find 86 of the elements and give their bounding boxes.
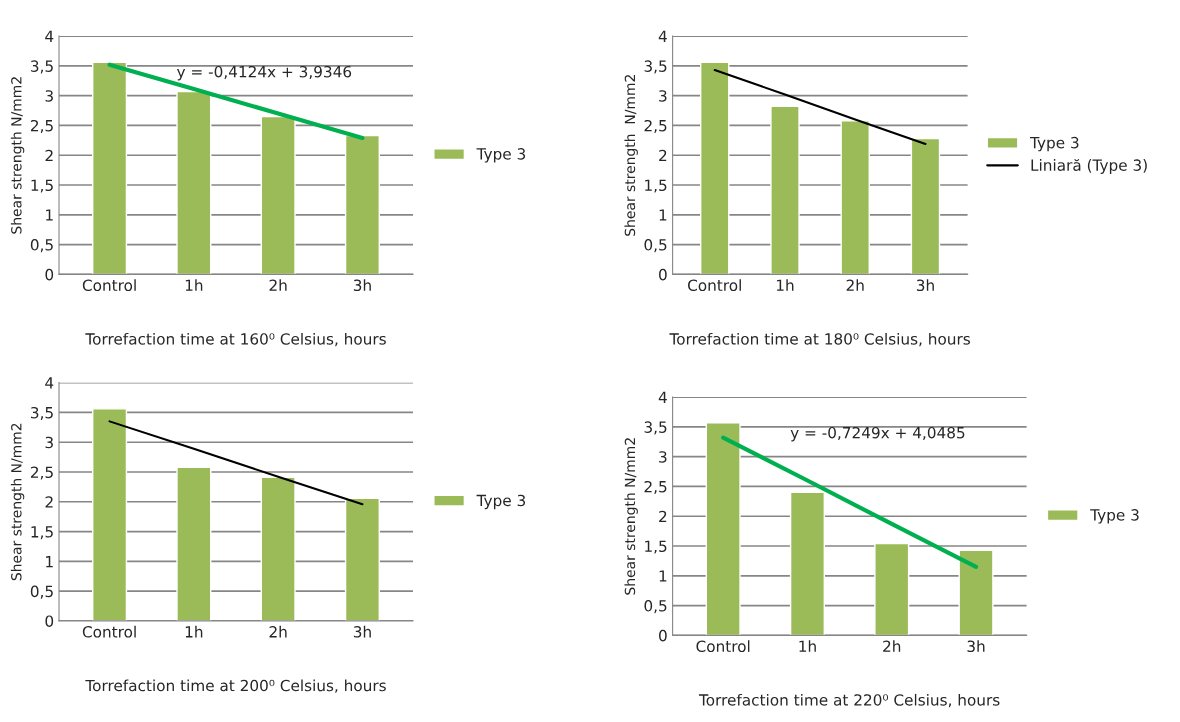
line-series: [713, 69, 927, 145]
y-tick-label: 2,5: [644, 480, 667, 495]
line-series: [108, 420, 364, 506]
y-axis-title: Shear strength N/mm2: [624, 75, 638, 236]
bar: [260, 115, 296, 275]
y-tick-label: 3,5: [644, 60, 667, 74]
y-tick-label: 2: [659, 149, 667, 162]
y-tick-label: 0: [659, 629, 667, 642]
y-axis-title: Shear strength N/mm2: [10, 423, 25, 581]
bar: [344, 497, 380, 621]
y-tick-label: 0,5: [30, 585, 53, 599]
x-tick-label: 3h: [916, 279, 934, 292]
y-tick-label: 4: [45, 30, 54, 42]
x-tick-label: 2h: [269, 625, 287, 638]
bar: [260, 476, 296, 621]
y-tick-label: 2,5: [30, 466, 53, 480]
bar: [176, 466, 212, 621]
y-tick-label: 0,5: [644, 239, 667, 253]
x-tick-label: 1h: [799, 640, 816, 652]
y-tick-label: 1,5: [645, 540, 667, 554]
y-tick-label: 3: [659, 451, 667, 463]
y-tick-label: 1,5: [645, 179, 667, 193]
bar: [789, 491, 826, 636]
bar: [874, 542, 910, 636]
bar: [92, 61, 128, 275]
y-tick-label: 2,5: [644, 119, 667, 134]
y-tick-label: 2: [45, 149, 53, 162]
legend-label: Type 3: [476, 148, 526, 163]
y-tick-label: 0,5: [644, 600, 667, 614]
y-tick-label: 3: [45, 436, 53, 449]
bar: [910, 137, 941, 275]
x-tick-label: 3h: [353, 279, 371, 292]
x-tick-label: 2h: [883, 640, 901, 652]
x-axis-title: Torrefaction time at 220⁰ Celsius, hours: [698, 693, 1000, 708]
y-tick-label: 2: [45, 496, 53, 508]
legend-label: Type 3: [1090, 509, 1139, 524]
bar: [176, 90, 212, 275]
y-tick-label: 4: [658, 30, 667, 42]
y-tick-label: 3,5: [31, 406, 53, 421]
bar: [700, 61, 730, 275]
bar: [92, 408, 128, 621]
y-tick-label: 4: [45, 377, 54, 389]
x-tick-label: Control: [687, 279, 741, 292]
y-tick-label: 0: [45, 615, 54, 627]
y-tick-label: 1,5: [31, 179, 53, 193]
x-tick-label: Control: [82, 625, 136, 638]
x-tick-label: 1h: [185, 279, 203, 291]
x-tick-label: 2h: [269, 279, 287, 291]
annotation: y = -0,7249x + 4,0485: [790, 426, 965, 442]
y-tick-label: 1: [659, 570, 667, 582]
y-tick-label: 0: [45, 268, 54, 281]
x-tick-label: Control: [696, 640, 750, 653]
annotation: y = -0,4124x + 3,9346: [177, 65, 352, 81]
x-tick-label: 1h: [776, 279, 794, 291]
y-tick-label: 1: [46, 556, 53, 568]
y-tick-label: 1: [659, 209, 667, 221]
x-axis-title: Torrefaction time at 180⁰ Celsius, hours: [669, 332, 970, 347]
y-tick-label: 1,5: [31, 526, 53, 540]
legend-label: Type 3: [1029, 136, 1079, 152]
bar: [958, 549, 994, 636]
y-tick-label: 3: [659, 90, 667, 102]
x-tick-label: 3h: [353, 625, 371, 638]
y-tick-label: 2: [659, 510, 667, 523]
x-tick-label: 2h: [846, 279, 864, 291]
y-tick-label: 4: [658, 391, 667, 403]
y-tick-label: 3,5: [31, 60, 53, 74]
x-axis-title: Torrefaction time at 200⁰ Celsius, hours: [85, 679, 386, 693]
x-tick-label: Control: [82, 279, 136, 292]
bar: [344, 134, 380, 275]
x-tick-label: 3h: [967, 640, 985, 653]
y-tick-label: 0: [659, 268, 667, 281]
y-tick-label: 1: [46, 209, 53, 221]
legend-label: Liniară (Type 3): [1031, 159, 1147, 174]
y-tick-label: 0,5: [30, 239, 53, 253]
x-axis-title: Torrefaction time at 160⁰ Celsius, hours: [85, 332, 386, 347]
line-series: [107, 62, 365, 141]
y-axis-title: Shear strength N/mm2: [624, 438, 638, 595]
bar: [770, 105, 800, 275]
y-tick-label: 2,5: [30, 119, 53, 134]
x-tick-label: 1h: [185, 625, 203, 638]
bar: [705, 422, 741, 636]
y-tick-label: 3: [45, 90, 53, 102]
legend-label: Type 3: [476, 494, 526, 510]
y-tick-label: 3,5: [644, 421, 667, 435]
bar: [840, 119, 870, 275]
y-axis-title: Shear strength N/mm2: [10, 77, 25, 234]
